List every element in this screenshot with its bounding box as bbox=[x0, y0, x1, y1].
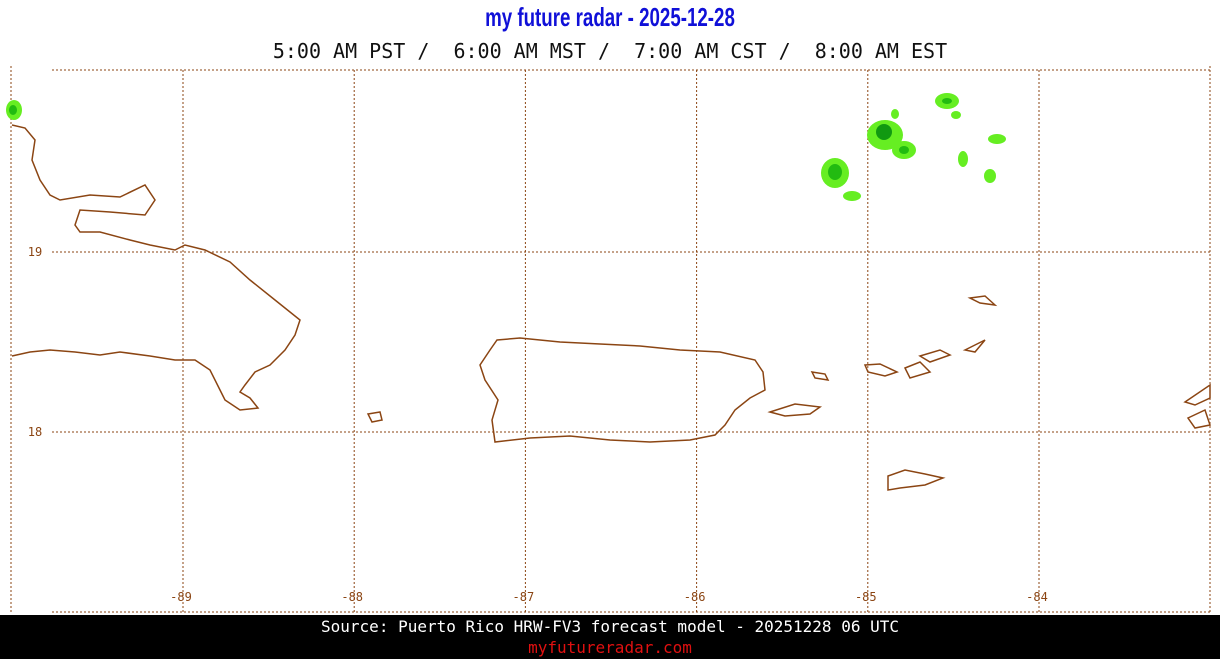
lon-label: -86 bbox=[684, 590, 706, 604]
lon-label: -89 bbox=[170, 590, 192, 604]
lon-label: -87 bbox=[513, 590, 535, 604]
source-text: Source: Puerto Rico HRW-FV3 forecast mod… bbox=[321, 617, 899, 636]
footer: Source: Puerto Rico HRW-FV3 forecast mod… bbox=[0, 615, 1220, 659]
lat-label: 19 bbox=[28, 245, 42, 259]
lat-label: 18 bbox=[28, 425, 42, 439]
lon-label: -84 bbox=[1026, 590, 1048, 604]
site-link[interactable]: myfutureradar.com bbox=[528, 638, 692, 657]
lon-label: -88 bbox=[341, 590, 363, 604]
lon-label: -85 bbox=[855, 590, 877, 604]
radar-map: -89 -88 -87 -86 -85 -84 19 18 bbox=[6, 66, 1211, 613]
time-line: 5:00 AM PST / 6:00 AM MST / 7:00 AM CST … bbox=[272, 39, 948, 63]
radar-echoes bbox=[6, 93, 1006, 201]
title: my future radar - 2025-12-28 bbox=[485, 2, 735, 32]
coastlines bbox=[11, 124, 1211, 491]
